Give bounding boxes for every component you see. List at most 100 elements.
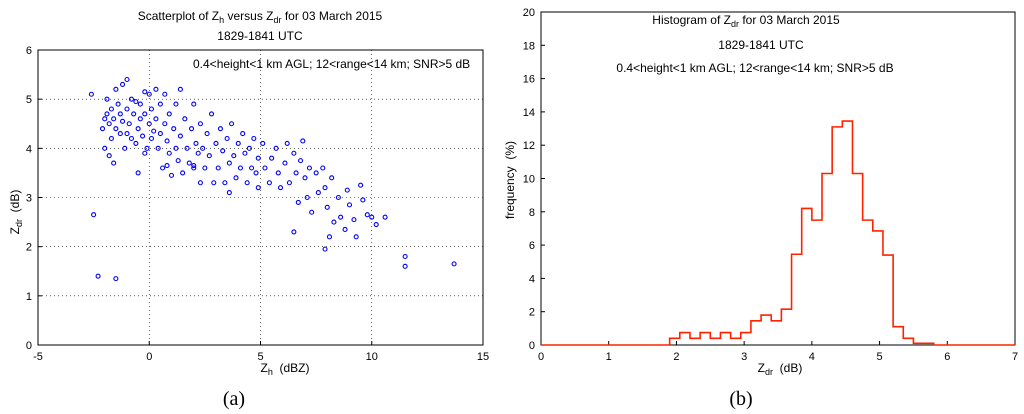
scatter-point <box>369 214 375 220</box>
scatter-point <box>108 135 114 142</box>
scatter-point <box>358 182 364 188</box>
scatter-point <box>324 204 330 210</box>
scatter-y-axis-label: Zdr (dB) <box>8 190 24 235</box>
scatter-point <box>124 76 130 83</box>
scatter-point <box>322 246 328 252</box>
scatter-y-tick-label: 4 <box>26 143 32 155</box>
scatter-point <box>117 131 123 137</box>
scatter-point <box>226 190 232 196</box>
scatter-point <box>255 185 261 191</box>
scatter-point <box>282 160 288 166</box>
scatter-point <box>320 165 326 171</box>
scatter-annotation: 0.4<height<1 km AGL; 12<range<14 km; SNR… <box>193 57 470 71</box>
scatter-title: Scatterplot of Zh versus Zdr for 03 Marc… <box>138 9 383 25</box>
scatter-point <box>140 133 146 139</box>
scatter-point <box>133 99 139 105</box>
scatter-point <box>191 162 197 169</box>
scatter-point <box>402 253 408 260</box>
scatter-point <box>184 145 190 151</box>
scatter-point <box>102 145 108 151</box>
scatter-x-tick-label: 5 <box>257 351 263 363</box>
scatter-point <box>315 190 321 196</box>
scatter-y-tick-label: 3 <box>26 193 32 205</box>
histogram-x-tick-label: 6 <box>944 351 950 363</box>
scatter-point <box>128 96 134 102</box>
scatter-x-axis-label: Zh (dBZ) <box>260 361 309 377</box>
scatter-point <box>249 165 255 171</box>
histogram-title: Histogram of Zdr for 03 March 2015 <box>652 13 840 29</box>
scatter-point <box>113 126 119 132</box>
histogram-y-axis-label: frequency (%) <box>503 141 517 219</box>
scatter-point <box>168 172 175 178</box>
scatter-point <box>300 138 306 144</box>
scatter-point <box>113 86 119 92</box>
scatter-point <box>229 121 235 127</box>
histogram-y-tick-label: 16 <box>523 74 535 86</box>
scatter-point <box>177 86 183 92</box>
scatter-point <box>137 116 143 122</box>
scatter-point <box>193 140 199 146</box>
scatter-point <box>160 165 166 171</box>
scatter-point <box>117 111 123 117</box>
scatter-point <box>304 194 310 201</box>
scatter-point <box>200 145 206 151</box>
scatter-point <box>402 263 408 269</box>
scatter-point <box>211 180 217 186</box>
scatter-point <box>240 131 246 137</box>
scatter-point <box>451 261 457 267</box>
scatter-point <box>273 145 279 151</box>
histogram-x-tick-label: 3 <box>741 351 747 363</box>
histogram-y-tick-label: 4 <box>529 273 535 285</box>
scatter-point <box>148 135 155 142</box>
scatter-point <box>142 150 148 156</box>
scatter-point <box>153 86 159 92</box>
panel-label-b: (b) <box>729 388 752 410</box>
scatter-point <box>224 135 230 142</box>
scatter-point <box>188 126 195 132</box>
scatter-point <box>286 180 292 186</box>
scatter-point <box>113 276 119 282</box>
scatter-point <box>262 165 268 171</box>
scatter-point <box>266 180 272 186</box>
scatter-point <box>277 185 284 191</box>
scatter-point <box>353 234 359 240</box>
scatter-point <box>135 126 141 132</box>
scatter-point <box>120 118 126 124</box>
histogram-y-tick-label: 6 <box>529 240 535 252</box>
scatter-point <box>180 170 186 176</box>
scatter-point <box>255 155 261 161</box>
scatter-point <box>91 212 97 218</box>
scatter-point <box>175 158 181 164</box>
scatter-point <box>231 153 237 159</box>
scatter-point <box>335 194 341 201</box>
scatter-point <box>295 199 301 205</box>
scatter-point <box>197 180 203 186</box>
scatter-point <box>164 138 170 144</box>
scatter-point <box>120 81 126 87</box>
scatter-y-tick-label: 0 <box>26 340 32 352</box>
scatter-point <box>111 116 117 122</box>
scatter-point <box>326 234 333 240</box>
scatter-point <box>222 180 228 186</box>
scatter-point <box>177 133 183 139</box>
scatter-point <box>135 170 141 176</box>
scatter-point <box>244 180 250 186</box>
scatter-x-tick-label: -5 <box>33 351 43 363</box>
scatter-point <box>104 111 110 117</box>
histogram-x-axis-label: Zdr (dB) <box>758 361 803 377</box>
scatter-point <box>146 91 152 97</box>
scatter-point <box>102 116 108 122</box>
scatter-point <box>182 116 188 122</box>
scatter-point <box>155 145 161 151</box>
scatter-point <box>166 111 172 117</box>
scatter-point <box>124 131 130 137</box>
scatter-point <box>157 101 163 107</box>
scatter-point <box>137 101 143 107</box>
scatter-point <box>95 273 101 279</box>
scatter-point <box>133 140 139 146</box>
scatter-point <box>382 214 388 220</box>
scatter-point <box>253 170 259 176</box>
scatter-point <box>209 111 215 117</box>
scatter-point <box>148 106 155 112</box>
scatter-point <box>293 170 299 176</box>
